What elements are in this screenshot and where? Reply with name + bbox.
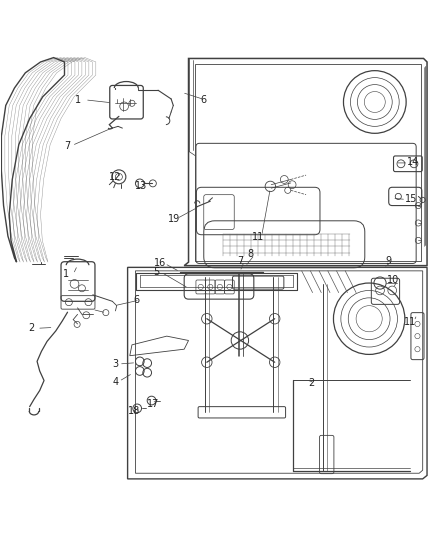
Text: 1: 1 — [74, 95, 81, 105]
Text: 10: 10 — [387, 274, 399, 285]
Text: 12: 12 — [109, 172, 122, 182]
Text: 6: 6 — [133, 295, 139, 305]
Text: 7: 7 — [64, 141, 71, 151]
Text: 3: 3 — [113, 359, 119, 369]
Text: 2: 2 — [28, 324, 34, 333]
Text: 11: 11 — [404, 317, 417, 327]
Text: 9: 9 — [386, 256, 392, 266]
Text: 17: 17 — [147, 399, 159, 409]
Text: 18: 18 — [128, 406, 140, 416]
Text: 2: 2 — [308, 378, 314, 388]
Text: 4: 4 — [113, 377, 119, 387]
Text: 16: 16 — [154, 258, 166, 268]
Text: 13: 13 — [134, 181, 147, 191]
Text: 19: 19 — [168, 214, 180, 224]
Text: 5: 5 — [154, 266, 160, 277]
Text: 14: 14 — [406, 157, 419, 167]
Text: 6: 6 — [201, 95, 207, 105]
Text: 8: 8 — [248, 249, 254, 260]
Text: 15: 15 — [405, 194, 417, 204]
Text: 1: 1 — [63, 269, 69, 279]
Text: 7: 7 — [237, 256, 243, 266]
Text: 11: 11 — [252, 232, 264, 242]
